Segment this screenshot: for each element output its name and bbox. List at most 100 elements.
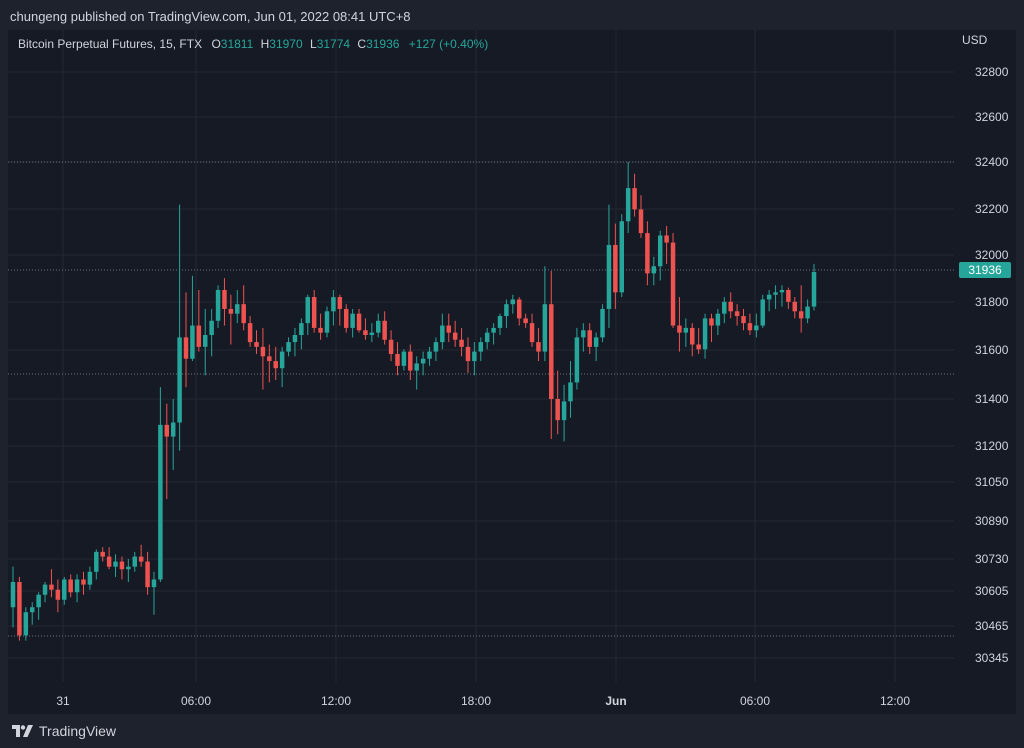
candle-body [786,289,791,302]
time-tick-label: 18:00 [461,694,491,708]
candle-body [209,320,214,336]
candle-body [286,342,291,352]
candle-body [574,337,580,383]
price-tick-label: 31200 [975,439,1009,453]
candle-body [267,356,272,362]
candle-body [395,353,400,366]
candle-body [222,289,227,309]
open-label: O [211,37,221,51]
candle-body [446,325,451,333]
candle-body [138,556,144,562]
candle-body [593,337,599,347]
candle-body [113,561,118,567]
candle-body [94,551,99,572]
candle-body [542,304,548,352]
candle-body [555,399,560,421]
candle-body [324,311,330,333]
time-tick-label: 12:00 [880,694,910,708]
candle-body [376,320,381,333]
candle-body [87,571,93,585]
candle-body [305,297,311,324]
change-value: +127 (+0.40%) [408,37,489,51]
high-label: H [260,37,270,51]
candle-body [331,297,336,312]
candle-body [363,330,368,336]
candle-body [734,311,740,317]
price-tick-label: 32200 [975,202,1009,216]
legend: Bitcoin Perpetual Futures, 15, FTX O3181… [18,37,488,51]
candle-body [459,339,464,347]
low-value: 31774 [316,37,351,51]
candle-body [279,351,285,369]
candle-body [414,363,419,371]
last-price-marker: 31936 [959,262,1011,278]
tradingview-logo-icon [12,725,33,737]
currency-label[interactable]: USD [962,33,988,47]
candle-body [106,556,112,567]
candle-body [638,209,644,234]
candle-body [728,301,733,312]
candle-body [741,316,746,324]
header-bar: chungeng published on TradingView.com, J… [0,0,1024,32]
candle-body [709,318,714,326]
candle-body [613,244,618,293]
last-price-badge [959,262,1011,278]
time-tick-label: 06:00 [181,694,211,708]
candle-body [420,358,426,364]
candle-body [292,335,298,343]
brand-name: TradingView [39,723,117,739]
candle-body [356,313,362,331]
candle-body [766,294,772,300]
candle-body [369,332,375,336]
price-tick-label: 30730 [975,552,1009,566]
candle-body [388,339,394,354]
candle-body [177,337,182,423]
price-tick-label: 30890 [975,514,1009,528]
candle-body [49,584,54,590]
candle-body [433,342,439,352]
candle-body [632,188,637,210]
candle-body [754,325,759,331]
candle-body [254,342,259,347]
candle-body [452,332,458,340]
price-axis-ticks: 32800 32600 32400 32200 32000 31800 31600 31400… [975,65,1009,665]
candle-body [657,235,663,267]
candle-body [747,323,753,331]
candle-body [568,382,573,402]
price-tick-label: 32800 [975,65,1009,79]
low-label: L [310,37,317,51]
candle-body [581,330,586,338]
candle-body [382,320,387,340]
candle-body [401,351,407,366]
candle-body [472,351,477,362]
candle-body [805,306,810,319]
candlestick-chart[interactable]: 32800 32600 32400 32200 32000 31800 31600 31400… [8,30,1016,714]
candle-body [792,301,798,312]
price-tick-label: 30465 [975,619,1009,633]
candle-body [510,299,516,305]
candle-body [683,327,689,333]
candle-body [696,344,701,350]
candle-body [119,561,125,570]
close-label: C [357,37,367,51]
candle-body [42,584,48,595]
candle-body [645,233,650,274]
time-tick-label: 06:00 [740,694,770,708]
candle-body [36,594,41,608]
candle-body [427,351,432,359]
price-tick-label: 31600 [975,343,1009,357]
candle-body [478,342,484,352]
candle-body [606,244,612,309]
candle-body [798,311,804,319]
chart-area[interactable]: 32800 32600 32400 32200 32000 31800 31600 31400… [8,30,1016,714]
candle-body [68,579,73,593]
candle-body [23,612,29,636]
candle-body [722,301,727,314]
candle-body [702,318,708,350]
price-tick-label: 32400 [975,155,1009,169]
candle-body [440,325,445,343]
candle-body [17,582,22,636]
symbol-name[interactable]: Bitcoin Perpetual Futures, 15, FTX [18,37,203,51]
brand[interactable]: TradingView [12,723,116,739]
candle-body [760,299,765,326]
